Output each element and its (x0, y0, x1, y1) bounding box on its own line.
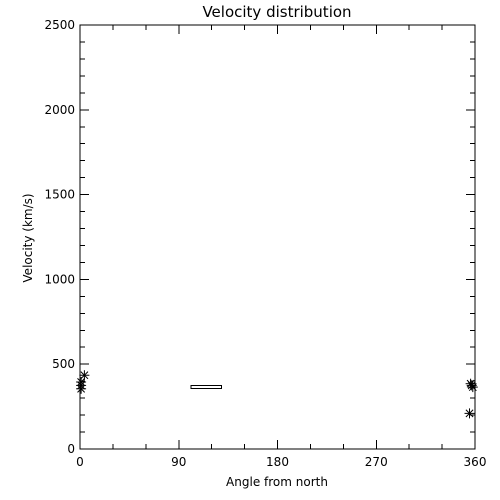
x-tick-label: 360 (464, 455, 487, 469)
y-tick-label: 0 (67, 442, 75, 456)
data-point (464, 408, 475, 419)
data-point (76, 383, 87, 394)
range-bar (190, 384, 223, 389)
y-tick-label: 2500 (44, 18, 75, 32)
tick-labels: 0 90 180 270 360 0 500 1000 1500 2000 2500 (44, 18, 486, 469)
y-tick-label: 1000 (44, 272, 75, 286)
x-tick-label: 90 (171, 455, 186, 469)
x-tick-label: 0 (76, 455, 84, 469)
chart-title: Velocity distribution (202, 3, 351, 21)
plot-frame (79, 24, 476, 450)
range-bars (190, 384, 223, 389)
data-point (79, 370, 90, 381)
y-axis-label: Velocity (km/s) (21, 193, 35, 282)
y-tick-label: 500 (52, 357, 75, 371)
x-tick-label: 270 (365, 455, 388, 469)
y-tick-label: 2000 (44, 103, 75, 117)
data-point (467, 382, 478, 393)
x-axis-label: Angle from north (226, 475, 328, 489)
data-points (76, 370, 478, 419)
x-tick-label: 180 (266, 455, 289, 469)
y-tick-label: 1500 (44, 188, 75, 202)
axis-ticks (79, 24, 476, 450)
